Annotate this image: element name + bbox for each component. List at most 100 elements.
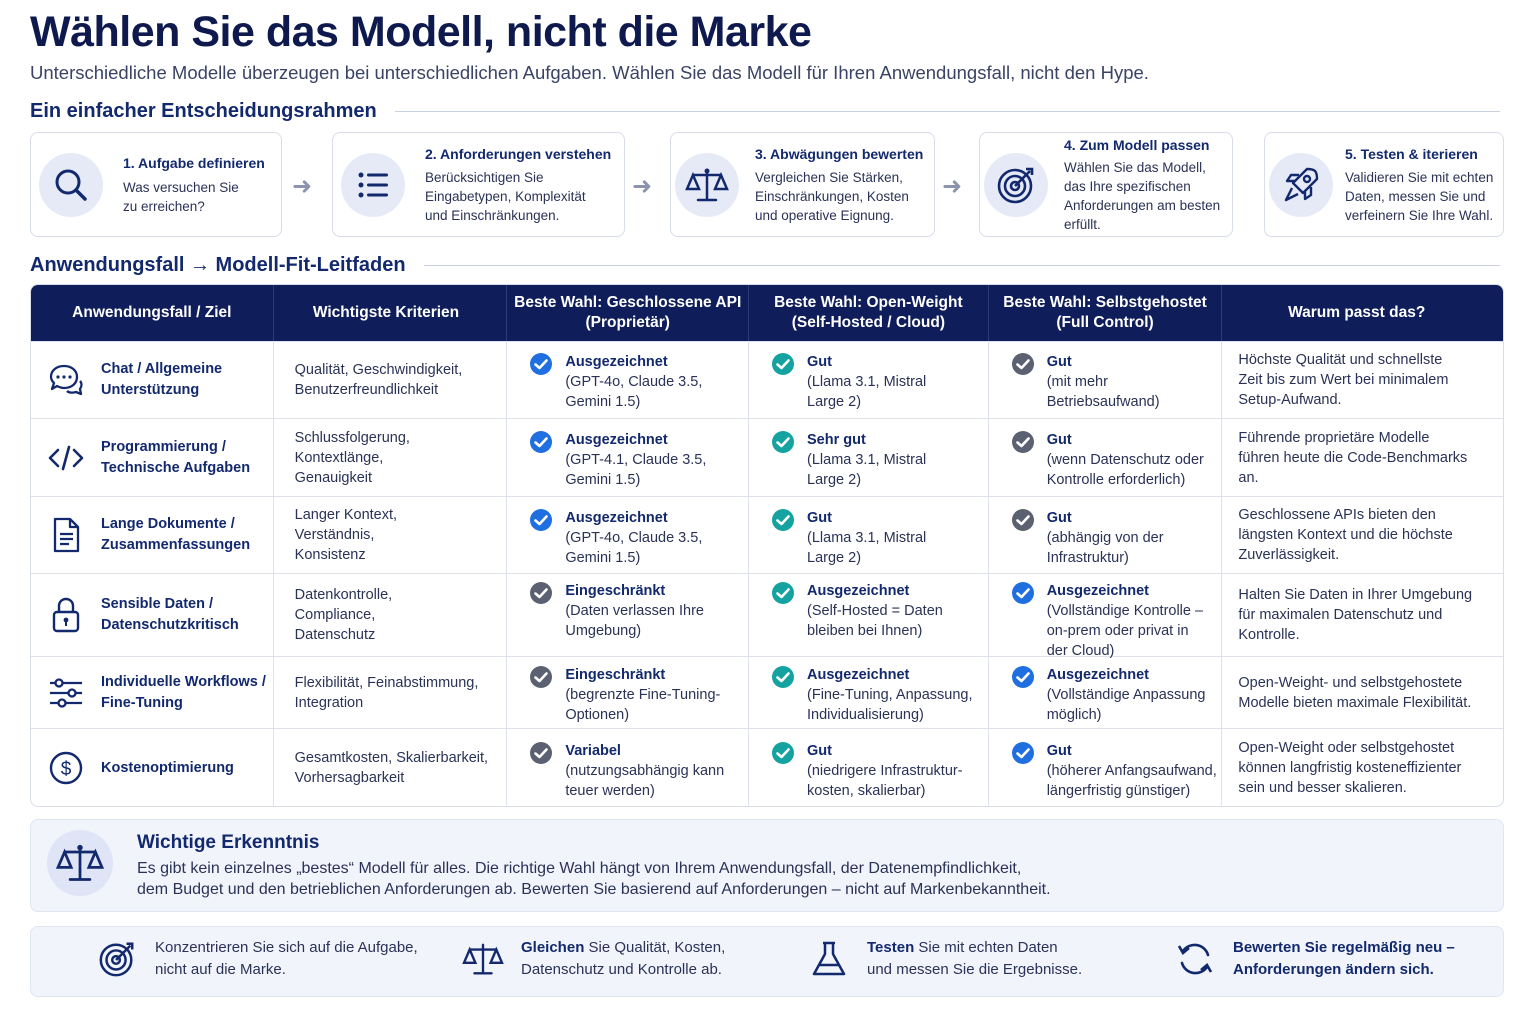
table-body: Chat / Allgemeine Unterstützung Qualität, … [31,341,1503,806]
usecase-cell: $ Kostenoptimierung [31,729,274,806]
column-header: Wichtigste Kriterien [274,285,508,341]
rating-label: Gut [1046,354,1072,370]
table-row: Programmierung / Technische Aufgaben Schlu… [31,418,1503,496]
rating-label: Ausgezeichnet [1046,667,1150,683]
option-open: Ausgezeichnet (Self-Hosted = Daten bleiben… [749,574,989,656]
usecase-cell: Programmierung / Technische Aufgaben [31,419,274,496]
scale-icon [461,937,505,981]
step-title: 2. Anforderungen verstehen [425,145,612,162]
option-closed: Ausgezeichnet (GPT-4.1, Claude 3.5, Gemini… [507,419,750,496]
check-icon [1011,353,1034,375]
list-icon [341,152,405,217]
page-subtitle: Unterschiedliche Modelle überzeugen bei … [30,62,1149,83]
svg-text:$: $ [61,759,72,780]
option-open: Gut (niedrigere Infrastruktur-kosten, ska… [749,729,989,806]
step-title: 4. Zum Modell passen [1064,136,1210,153]
column-header: Anwendungsfall / Ziel [31,285,274,341]
criteria-cell: Qualität, Geschwindigkeit, Benutzerfreund… [274,342,508,418]
why-cell: Open-Weight- und selbstgehostete Modelle … [1238,674,1472,711]
flask-icon [807,937,851,981]
insight-title: Wichtige Erkenntnis [137,832,320,853]
option-closed: Eingeschränkt (begrenzte Fine-Tuning- Opti… [507,657,750,728]
check-icon [530,582,553,604]
rating-label: Ausgezeichnet [565,432,668,448]
insight-body: Es gibt kein einzelnes „bestes“ Modell f… [137,860,1051,898]
option-closed: Variabel (nutzungsabhängig kann teuer werd… [507,729,750,806]
option-open: Sehr gut (Llama 3.1, Mistral Large 2) [749,419,989,496]
option-self: Gut (höherer Anfangsaufwand, längerfristig… [989,729,1223,806]
check-icon [530,431,553,453]
step-title: 3. Abwägungen bewerten [755,145,924,162]
table-row: $ Kostenoptimierung Gesamtkosten, Skalierb… [31,728,1503,806]
option-closed: Ausgezeichnet (GPT-4o, Claude 3.5, Gemini … [507,342,750,418]
check-icon [530,666,553,688]
column-header: Beste Wahl: Geschlossene API (Proprietär) [507,285,750,341]
rating-label: Ausgezeichnet [1046,583,1150,599]
criteria-cell: Langer Kontext, Verständnis, Konsistenz [274,497,508,573]
usecase-cell: Lange Dokumente / Zusammenfassungen [31,497,274,573]
target-icon [95,937,139,981]
rating-label: Sehr gut [807,432,866,448]
criteria-cell: Flexibilität, Feinabstimmung, Integration [274,657,508,728]
dollar-icon: $ [47,750,85,786]
table-row: Chat / Allgemeine Unterstützung Qualität, … [31,341,1503,418]
table-header: Anwendungsfall / Ziel Wichtigste Kriteri… [31,285,1503,341]
why-cell: Höchste Qualität und schnellste Zeit bis … [1238,352,1449,408]
option-open: Gut (Llama 3.1, Mistral Large 2) [749,497,989,573]
criteria-cell: Datenkontrolle, Compliance, Datenschutz [274,574,508,656]
column-header: Beste Wahl: Selbstgehostet (Full Control) [989,285,1223,341]
option-closed: Eingeschränkt (Daten verlassen Ihre Umgebu… [507,574,750,656]
rating-label: Eingeschränkt [565,583,666,599]
chat-icon [47,361,85,399]
check-icon [1011,431,1034,453]
check-icon [1011,582,1034,604]
step-card-4: 4. Zum Modell passen Wählen Sie das Mode… [979,132,1233,237]
why-cell: Halten Sie Daten in Ihrer Umgebung für ma… [1238,587,1473,643]
check-icon [530,509,553,531]
check-icon [772,666,795,688]
check-icon [772,509,795,531]
option-self: Ausgezeichnet (Vollständige Kontrolle – on… [989,574,1223,659]
lock-icon [47,596,85,634]
usecase-cell: Individuelle Workflows / Fine-Tuning [31,657,274,728]
criteria-cell: Schlussfolgerung, Kontextlänge, Genauigke… [274,419,508,496]
rating-label: Gut [1046,510,1072,526]
model-fit-table: Anwendungsfall / Ziel Wichtigste Kriteri… [30,284,1504,807]
step-card-5: 5. Testen & iterieren Validieren Sie mit… [1264,132,1504,237]
search-icon [39,152,103,217]
tip-item: Testen Sie mit echten Daten und messen Si… [807,937,1082,981]
arrow-right-icon: ➜ [632,173,653,200]
tip-item: Konzentrieren Sie sich auf die Aufgabe, n… [95,937,418,981]
option-self: Gut (abhängig von der Infrastruktur) [989,497,1223,573]
step-card-1: 1. Aufgabe definieren Was versuchen Sie … [30,132,282,237]
rocket-icon [1269,152,1333,217]
criteria-cell: Gesamtkosten, Skalierbarkeit, Vorhersagba… [274,729,508,806]
option-self: Ausgezeichnet (Vollständige Anpassung mögl… [989,657,1223,728]
check-icon [1011,666,1034,688]
check-icon [530,742,553,764]
rating-label: Gut [1046,432,1072,448]
rating-label: Gut [807,510,832,526]
scale-icon [47,830,113,896]
option-open: Ausgezeichnet (Fine-Tuning, Anpassung, Ind… [749,657,989,728]
step-card-3: 3. Abwägungen bewerten Vergleichen Sie S… [670,132,935,237]
table-row: Individuelle Workflows / Fine-Tuning Flexi… [31,656,1503,728]
rating-label: Variabel [565,743,621,759]
why-cell: Open-Weight oder selbstgehostet können la… [1238,740,1462,796]
rating-label: Eingeschränkt [565,667,666,683]
option-self: Gut (wenn Datenschutz oder Kontrolle erfor… [989,419,1223,496]
rating-label: Gut [807,354,832,370]
step-title: 1. Aufgabe definieren [123,154,265,171]
code-icon [47,443,85,473]
framework-heading: Ein einfacher Entscheidungsrahmen [30,100,1500,123]
check-icon [772,353,795,375]
guide-heading: Anwendungsfall → Modell-Fit-Leitfaden [30,254,1500,277]
page-title: Wählen Sie das Modell, nicht die Marke [30,8,812,56]
key-insight-box: Wichtige Erkenntnis Es gibt kein einzeln… [30,819,1504,912]
check-icon [1011,509,1034,531]
check-icon [772,582,795,604]
arrow-right-icon: ➜ [292,173,313,200]
rating-label: Gut [1046,743,1072,759]
why-cell: Geschlossene APIs bieten den längsten Kon… [1238,507,1453,563]
refresh-icon [1173,937,1217,981]
